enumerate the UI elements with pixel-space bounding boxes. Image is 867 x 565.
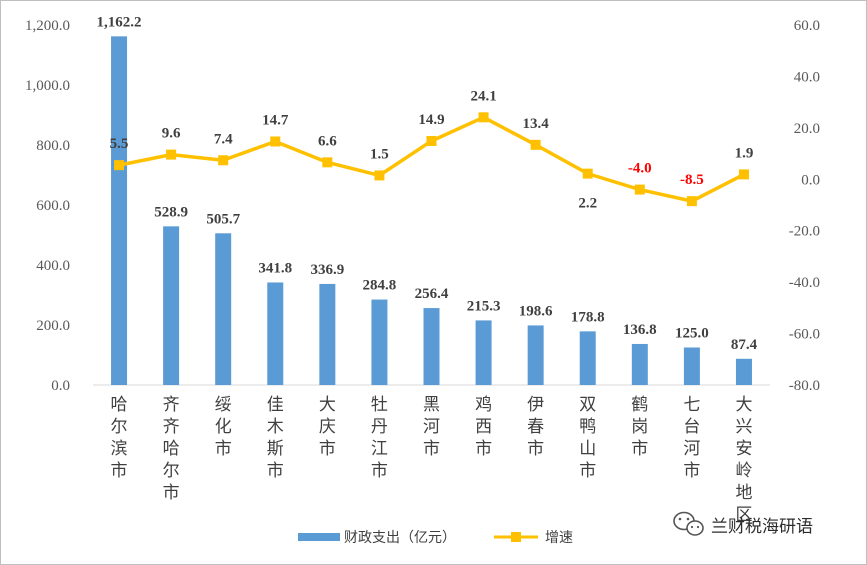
- y-left-tick-label: 800.0: [36, 138, 70, 154]
- watermark-text: 兰财税海研语: [711, 517, 813, 537]
- y-right-tick-label: 0.0: [801, 172, 820, 188]
- y-right-tick-label: 60.0: [794, 18, 820, 34]
- rate-data-label: 24.1: [470, 88, 496, 104]
- bar: [579, 331, 596, 385]
- rate-data-label: 1.9: [735, 145, 754, 161]
- labels-layer: 1,162.2 528.9 505.7 341.8 336.9 284.8 256.4 215…: [97, 14, 758, 352]
- rate-point: [218, 155, 229, 166]
- watermark: 兰财税海研语: [673, 511, 813, 537]
- y-left-tick-label: 1,200.0: [25, 18, 70, 34]
- y-right-tick-label: -60.0: [789, 327, 820, 343]
- rate-data-label: 6.6: [318, 133, 337, 149]
- rate-data-label: 14.9: [418, 112, 444, 128]
- x-category-label: 伊春市: [527, 395, 544, 459]
- bar-data-label: 136.8: [623, 322, 657, 338]
- rate-point: [322, 157, 333, 168]
- y-right-tick-label: -20.0: [789, 224, 820, 240]
- rate-data-label: 2.2: [578, 196, 597, 212]
- bar: [163, 226, 180, 385]
- x-category-label: 大兴安岭地区: [735, 395, 752, 525]
- bar-data-label: 178.8: [571, 309, 605, 325]
- bar: [527, 325, 544, 385]
- x-category-label: 双鸭山市: [579, 395, 596, 481]
- y-left-tick-label: 400.0: [36, 258, 70, 274]
- rate-point: [582, 168, 593, 179]
- x-category-label: 大庆市: [319, 395, 336, 459]
- bar: [683, 347, 700, 385]
- y-right-tick-label: 40.0: [794, 69, 820, 85]
- line-layer: [114, 112, 749, 207]
- x-category-label: 齐齐哈尔市: [163, 395, 180, 503]
- rate-point: [374, 170, 385, 181]
- rate-data-label: 13.4: [523, 116, 550, 132]
- rate-point: [166, 149, 177, 160]
- rate-data-label: 14.7: [262, 112, 289, 128]
- bar: [631, 343, 648, 385]
- bar-data-label: 505.7: [206, 211, 240, 227]
- rate-data-label: 7.4: [214, 131, 233, 147]
- rate-point: [634, 184, 645, 195]
- x-category-label: 绥化市: [215, 395, 232, 459]
- bar: [319, 283, 336, 385]
- rate-data-label: 1.5: [370, 146, 389, 162]
- rate-point: [270, 136, 281, 147]
- rate-data-label: -4.0: [628, 161, 652, 177]
- bar-data-label: 336.9: [310, 262, 344, 278]
- x-category-label: 牡丹江市: [371, 395, 388, 481]
- rate-point: [530, 139, 541, 150]
- wechat-icon: [673, 511, 704, 536]
- rate-point: [738, 169, 749, 180]
- bar: [735, 358, 752, 385]
- bar: [423, 308, 440, 385]
- bar-data-label: 284.8: [363, 278, 397, 294]
- rate-point: [686, 196, 697, 207]
- x-category-label: 鹤岗市: [631, 395, 648, 459]
- y-left-tick-label: 0.0: [51, 378, 70, 394]
- bar: [371, 299, 388, 385]
- x-category-label: 鸡西市: [475, 395, 492, 459]
- y-left-tick-label: 200.0: [36, 318, 70, 334]
- y-left-tick-label: 600.0: [36, 198, 70, 214]
- rate-series-line: [118, 115, 745, 203]
- legend: 财政支出（亿元） 增速: [298, 530, 573, 546]
- legend-line-label: 增速: [545, 530, 573, 546]
- y-left-tick-label: 1,000.0: [25, 78, 70, 94]
- legend-bar-swatch: [298, 533, 340, 541]
- rate-point: [478, 112, 489, 123]
- rate-data-label: -8.5: [680, 172, 704, 188]
- rate-data-label: 9.6: [162, 126, 181, 142]
- bar-data-label: 341.8: [258, 260, 292, 276]
- rate-point: [114, 160, 125, 171]
- bar-data-label: 1,162.2: [97, 14, 142, 30]
- legend-bar-label: 财政支出（亿元）: [344, 530, 456, 546]
- bar: [215, 233, 232, 385]
- bar: [475, 320, 492, 385]
- x-category-label: 哈尔滨市: [111, 395, 128, 481]
- y-right-tick-label: -40.0: [789, 275, 820, 291]
- y-right-tick-label: 20.0: [794, 121, 820, 137]
- axes-layer: 0.0 200.0 400.0 600.0 800.0 1,000.0 1,200.0 -80…: [25, 18, 820, 525]
- bar-data-label: 87.4: [731, 337, 758, 353]
- bar-data-label: 256.4: [415, 286, 449, 302]
- rate-data-label: 5.5: [110, 136, 129, 152]
- x-category-label: 佳木斯市: [267, 395, 284, 481]
- bar-data-label: 215.3: [467, 298, 501, 314]
- bar-data-label: 198.6: [519, 303, 553, 319]
- x-category-label: 黑河市: [423, 395, 440, 459]
- x-category-label: 七台河市: [683, 395, 700, 481]
- bars-layer: [111, 36, 752, 386]
- bar-data-label: 528.9: [154, 204, 188, 220]
- rate-point: [426, 135, 437, 146]
- legend-line-marker: [511, 532, 521, 542]
- bar: [267, 282, 284, 385]
- bar: [111, 36, 128, 386]
- y-right-tick-label: -80.0: [789, 378, 820, 394]
- bar-data-label: 125.0: [675, 326, 709, 342]
